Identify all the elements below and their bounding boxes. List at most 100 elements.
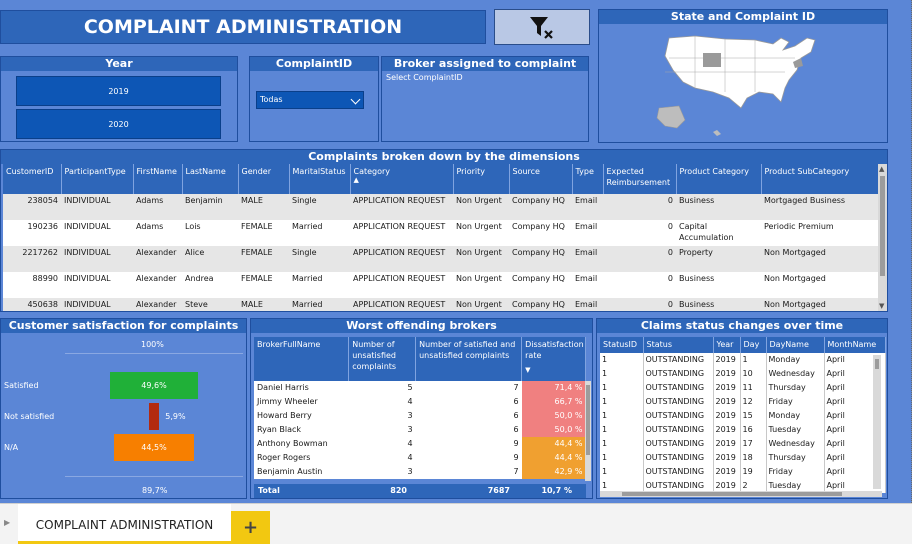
table-row[interactable]: 1 OUTSTANDING 2019 10 Wednesday April [600,367,886,381]
table-cell: 1 [600,409,644,423]
table-row[interactable]: Daniel Harris 5 7 71,4 % [254,381,586,395]
table-cell: Steve [185,300,208,309]
col-day[interactable]: Day [740,337,767,353]
col-product-category[interactable]: Product Category [676,164,762,194]
col-category[interactable]: Category ▲ [350,164,454,194]
tab-complaint-administration[interactable]: COMPLAINT ADMINISTRATION [18,504,231,544]
col-product-subcategory[interactable]: Product SubCategory [761,164,880,194]
table-cell: Benjamin Austin [257,467,323,476]
table-cell: Email [575,196,598,205]
table-row[interactable]: Roger Rogers 4 9 44,4 % [254,451,586,465]
col-year[interactable]: Year [713,337,741,353]
col-status[interactable]: Status [643,337,714,353]
table-cell: OUTSTANDING [643,437,714,451]
table-row[interactable]: 190236 INDIVIDUAL Adams Lois FEMALE Married AP… [3,220,879,246]
table-cell: 2217262 [22,248,58,257]
table-cell: 19 [740,465,767,479]
table-cell: 0 [667,222,673,231]
col-brokerfullname[interactable]: BrokerFullName [254,337,350,381]
table-row[interactable]: 1 OUTSTANDING 2019 17 Wednesday April [600,437,886,451]
scrollbar-thumb[interactable] [880,176,885,276]
total-cell: 7687 [487,486,510,495]
table-cell: 1 [600,353,644,367]
col-maritalstatus[interactable]: MaritalStatus [289,164,351,194]
table-cell: Married [292,222,323,231]
col-type[interactable]: Type [572,164,604,194]
scroll-up-icon[interactable]: ▲ [879,165,885,173]
sort-ascending-icon: ▲ [353,176,359,184]
brokers-scrollbar-thumb[interactable] [586,385,590,455]
claims-vscrollbar-thumb[interactable] [875,359,879,369]
table-cell: INDIVIDUAL [64,248,111,257]
clear-filters-button[interactable] [494,9,590,45]
table-cell: 4 [407,397,413,406]
table-row[interactable]: 1 OUTSTANDING 2019 16 Tuesday April [600,423,886,437]
claims-hscrollbar-thumb[interactable] [622,492,842,496]
table-row[interactable]: Ryan Black 3 6 50,0 % [254,423,586,437]
complaintid-dropdown[interactable]: Todas [256,91,364,109]
col-priority[interactable]: Priority [453,164,510,194]
table-row[interactable]: 1 OUTSTANDING 2019 2 Tuesday April [600,479,886,493]
table-row[interactable]: 1 OUTSTANDING 2019 11 Thursday April [600,381,886,395]
table-cell: 42,9 % [521,465,586,479]
table-cell: 1 [600,465,644,479]
table-row[interactable]: 2217262 INDIVIDUAL Alexander Alice FEMALE Sin… [3,246,879,272]
col-customerid[interactable]: CustomerID [3,164,62,194]
broker-card: Broker assigned to complaint Select Comp… [381,56,589,142]
funnel-bar-na[interactable]: 44,5% [114,434,194,461]
table-row[interactable]: 450638 INDIVIDUAL Alexander Steve MALE Marrie… [3,298,879,311]
brokers-scrollbar[interactable] [585,381,591,481]
complaintid-slicer-title: ComplaintID [250,57,378,71]
col-monthname[interactable]: MonthName [824,337,886,353]
table-row[interactable]: Benjamin Austin 3 7 42,9 % [254,465,586,479]
table-cell: Ryan Black [257,425,302,434]
col-unsatisfied[interactable]: Number of unsatisfied complaints [348,337,417,381]
total-cell: 10,7 % [541,486,572,495]
table-row[interactable]: 1 OUTSTANDING 2019 18 Thursday April [600,451,886,465]
col-gender[interactable]: Gender [238,164,290,194]
table-row[interactable]: 1 OUTSTANDING 2019 15 Monday April [600,409,886,423]
table-row[interactable]: 1 OUTSTANDING 2019 19 Friday April [600,465,886,479]
tab-scroll-left-icon[interactable]: ▶ [4,518,11,527]
table-row[interactable]: 1 OUTSTANDING 2019 1 Monday April [600,353,886,367]
table-row[interactable]: Jimmy Wheeler 4 6 66,7 % [254,395,586,409]
col-dayname[interactable]: DayName [766,337,825,353]
claims-vscrollbar[interactable] [873,355,881,489]
table-row[interactable]: 1 OUTSTANDING 2019 12 Friday April [600,395,886,409]
col-firstname[interactable]: FirstName [133,164,183,194]
table-scrollbar[interactable]: ▲ ▼ [878,164,887,311]
col-dissatisfaction-rate[interactable]: Dissatisfaction rate ▼ [521,337,586,381]
hawaii-shape [713,130,721,136]
us-map[interactable] [655,28,825,140]
table-row[interactable]: Howard Berry 3 6 50,0 % [254,409,586,423]
table-cell: Jimmy Wheeler [257,397,318,406]
funnel-bar-not-satisfied[interactable] [148,403,160,430]
table-cell: Monday [766,353,825,367]
year-option-2020[interactable]: 2020 [16,109,221,139]
col-source[interactable]: Source [509,164,573,194]
table-cell: 1 [740,353,767,367]
table-cell: Monday [766,409,825,423]
table-cell: OUTSTANDING [643,479,714,493]
year-option-2019[interactable]: 2019 [16,76,221,106]
table-row[interactable]: 238054 INDIVIDUAL Adams Benjamin MALE Single A… [3,194,879,220]
col-statusid[interactable]: StatusID [600,337,644,353]
table-cell: FEMALE [241,248,273,257]
col-expected-reimbursement[interactable]: Expected Reimbursement [603,164,677,194]
satisfaction-chart-title: Customer satisfaction for complaints [1,319,246,333]
table-cell: 7 [513,467,519,476]
funnel-bar-satisfied[interactable]: 49,6% [109,372,199,399]
col-participanttype[interactable]: ParticipantType [61,164,134,194]
add-page-button[interactable]: + [231,511,270,544]
table-cell: Tuesday [766,479,825,493]
table-cell: April [824,451,886,465]
col-lastname[interactable]: LastName [182,164,239,194]
table-row[interactable]: Anthony Bowman 4 9 44,4 % [254,437,586,451]
table-cell: Property [679,248,713,257]
table-cell: 71,4 % [521,381,586,395]
claims-hscrollbar[interactable] [600,491,882,497]
col-total-complaints[interactable]: Number of satisfied and unsatisfied comp… [415,337,523,381]
table-row[interactable]: 88990 INDIVIDUAL Alexander Andrea FEMALE Marr… [3,272,879,298]
table-cell: 0 [667,248,673,257]
scroll-down-icon[interactable]: ▼ [879,302,885,310]
